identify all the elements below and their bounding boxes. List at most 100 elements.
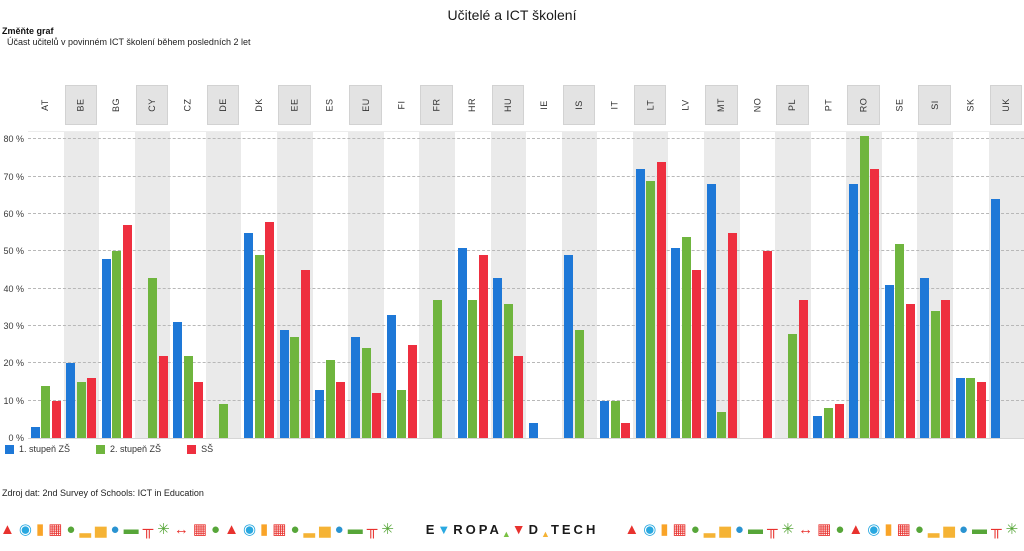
bar-si-series3[interactable] xyxy=(941,299,951,438)
gridline xyxy=(28,138,1024,140)
bar-slot xyxy=(691,132,702,438)
gridline xyxy=(28,213,1024,215)
category-band-de xyxy=(205,132,242,438)
bar-slot xyxy=(752,132,763,438)
bar-si-series2[interactable] xyxy=(930,311,940,438)
y-tick-label: 60 % xyxy=(3,209,24,220)
bar-slot xyxy=(514,132,525,438)
bar-bg-series3[interactable] xyxy=(122,225,132,438)
bar-fi-series3[interactable] xyxy=(407,344,417,438)
bar-lt-series1[interactable] xyxy=(635,169,645,438)
bar-slot xyxy=(585,132,596,438)
bar-uk-series1[interactable] xyxy=(991,199,1001,438)
bar-se-series3[interactable] xyxy=(905,303,915,438)
bar-at-series2[interactable] xyxy=(41,385,51,438)
category-label-text: HR xyxy=(467,98,478,112)
bar-lv-series3[interactable] xyxy=(692,270,702,438)
bar-ro-series1[interactable] xyxy=(849,184,859,438)
bar-hu-series2[interactable] xyxy=(503,303,513,438)
bar-pl-series2[interactable] xyxy=(788,333,798,438)
bar-it-series1[interactable] xyxy=(600,400,610,438)
bar-hr-series3[interactable] xyxy=(478,255,488,438)
bar-fi-series2[interactable] xyxy=(397,389,407,438)
bar-lt-series2[interactable] xyxy=(646,180,656,438)
bar-eu-series1[interactable] xyxy=(350,337,360,438)
bar-cy-series2[interactable] xyxy=(148,277,158,438)
bar-mt-series2[interactable] xyxy=(717,411,727,438)
bar-be-series3[interactable] xyxy=(87,378,97,438)
bar-es-series1[interactable] xyxy=(315,389,325,438)
bar-pt-series1[interactable] xyxy=(813,415,823,438)
globe-icon: ● xyxy=(958,521,973,538)
bar-ee-series2[interactable] xyxy=(290,337,300,438)
bar-at-series3[interactable] xyxy=(51,400,61,438)
bar-is-series1[interactable] xyxy=(564,255,574,438)
logo-segment: ▼ xyxy=(437,522,454,537)
bar-slot xyxy=(193,132,204,438)
bar-it-series3[interactable] xyxy=(621,423,631,438)
building-icon: ▦ xyxy=(272,521,291,538)
bar-bg-series1[interactable] xyxy=(101,258,111,438)
bar-slot xyxy=(478,132,489,438)
bar-es-series3[interactable] xyxy=(336,382,346,438)
building-icon: ▦ xyxy=(896,521,915,538)
bar-cz-series1[interactable] xyxy=(173,322,183,438)
bar-sk-series3[interactable] xyxy=(976,382,986,438)
bar-dk-series2[interactable] xyxy=(254,255,264,438)
bar-ro-series3[interactable] xyxy=(870,169,880,438)
bar-slot xyxy=(396,132,407,438)
bar-mt-series3[interactable] xyxy=(727,232,737,438)
bar-bg-series2[interactable] xyxy=(112,251,122,438)
bar-ee-series1[interactable] xyxy=(279,329,289,438)
bar-hu-series1[interactable] xyxy=(493,277,503,438)
bar-cz-series2[interactable] xyxy=(183,355,193,438)
bar-slot xyxy=(315,132,326,438)
bar-pt-series3[interactable] xyxy=(834,404,844,438)
bar-at-series1[interactable] xyxy=(30,426,40,438)
bar-no-series3[interactable] xyxy=(763,251,773,438)
legend-item-2[interactable]: 2. stupeň ZŠ xyxy=(96,444,161,454)
bar-fi-series1[interactable] xyxy=(386,314,396,438)
bar-es-series2[interactable] xyxy=(325,359,335,438)
bar-cz-series3[interactable] xyxy=(194,382,204,438)
bar-slot xyxy=(76,132,87,438)
bar-se-series2[interactable] xyxy=(895,243,905,438)
bar-slot xyxy=(919,132,930,438)
bar-pl-series3[interactable] xyxy=(798,299,808,438)
bar-pt-series2[interactable] xyxy=(824,408,834,438)
legend-item-3[interactable]: SŠ xyxy=(187,444,213,454)
bar-be-series2[interactable] xyxy=(76,382,86,438)
bar-de-series2[interactable] xyxy=(219,404,229,438)
category-band-hu xyxy=(490,132,527,438)
bar-lv-series1[interactable] xyxy=(671,247,681,438)
bar-eu-series3[interactable] xyxy=(372,393,382,438)
bar-is-series2[interactable] xyxy=(574,329,584,438)
bar-hu-series3[interactable] xyxy=(514,355,524,438)
category-label-fr: FR xyxy=(420,85,453,125)
railway-icon: ↔ xyxy=(798,521,818,538)
bar-hr-series1[interactable] xyxy=(457,247,467,438)
bar-si-series1[interactable] xyxy=(920,277,930,438)
bar-it-series2[interactable] xyxy=(610,400,620,438)
category-label-bg: BG xyxy=(101,85,132,125)
bar-se-series1[interactable] xyxy=(884,285,894,438)
building-icon: ▦ xyxy=(48,521,67,538)
bar-dk-series3[interactable] xyxy=(265,221,275,438)
bar-slot xyxy=(869,132,880,438)
bar-dk-series1[interactable] xyxy=(244,232,254,438)
bar-eu-series2[interactable] xyxy=(361,348,371,438)
bar-ro-series2[interactable] xyxy=(859,135,869,438)
bar-lt-series3[interactable] xyxy=(656,161,666,438)
legend-item-1[interactable]: 1. stupeň ZŠ xyxy=(5,444,70,454)
bar-ee-series3[interactable] xyxy=(300,270,310,438)
bar-mt-series1[interactable] xyxy=(706,184,716,438)
bar-ie-series1[interactable] xyxy=(528,423,538,438)
bar-sk-series2[interactable] xyxy=(966,378,976,438)
bar-fr-series2[interactable] xyxy=(432,299,442,438)
bar-lv-series2[interactable] xyxy=(681,236,691,438)
bar-cy-series3[interactable] xyxy=(158,355,168,438)
bar-be-series1[interactable] xyxy=(66,363,76,438)
legend-swatch xyxy=(5,444,14,454)
bar-hr-series2[interactable] xyxy=(468,299,478,438)
bar-sk-series1[interactable] xyxy=(955,378,965,438)
